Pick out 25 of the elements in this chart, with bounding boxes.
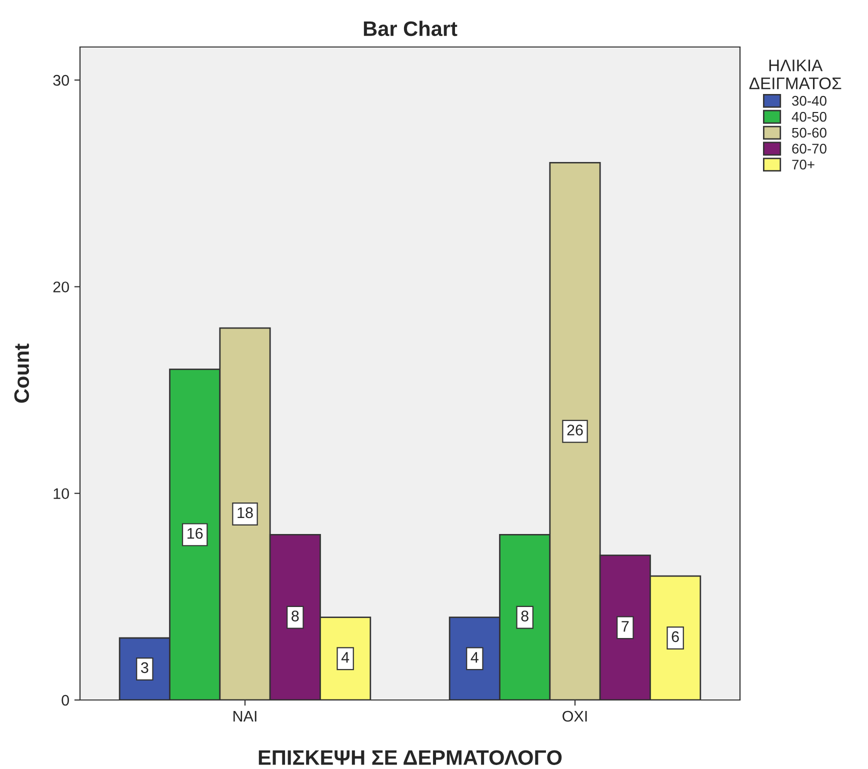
x-axis-title: ΕΠΙΣΚΕΨΗ ΣΕ ΔΕΡΜΑΤΟΛΟΓΟ [258,750,562,765]
x-tick-label: ΝΑΙ [234,710,256,722]
legend-label: 60-70 [792,144,826,154]
data-label: 8 [521,610,528,622]
y-tick-label: 0 [62,694,69,706]
legend-label: 70+ [792,160,814,170]
data-label: 26 [567,424,583,436]
y-tick-label: 30 [53,74,69,86]
data-label: 7 [622,621,629,632]
data-label: 8 [292,610,299,622]
y-tick-label: 20 [53,282,69,292]
x-tick-label: ΟΧΙ [562,710,587,722]
y-tick-label: 10 [54,488,69,500]
data-label: 6 [672,631,679,642]
legend-title: ΗΛΙΚΙΑ ΔΕΙΓΜΑΤΟΣ [749,60,842,90]
legend-label: 40-50 [792,112,826,122]
legend-label: 50-60 [792,128,826,138]
legend-label: 30-40 [792,96,826,106]
y-axis-title: Count [14,344,30,403]
data-label: 4 [470,652,478,663]
data-label: 18 [238,507,253,518]
chart-title: Bar Chart [364,20,458,36]
data-label: 16 [188,528,203,539]
data-label: 3 [141,662,148,674]
data-label: 4 [341,652,350,663]
